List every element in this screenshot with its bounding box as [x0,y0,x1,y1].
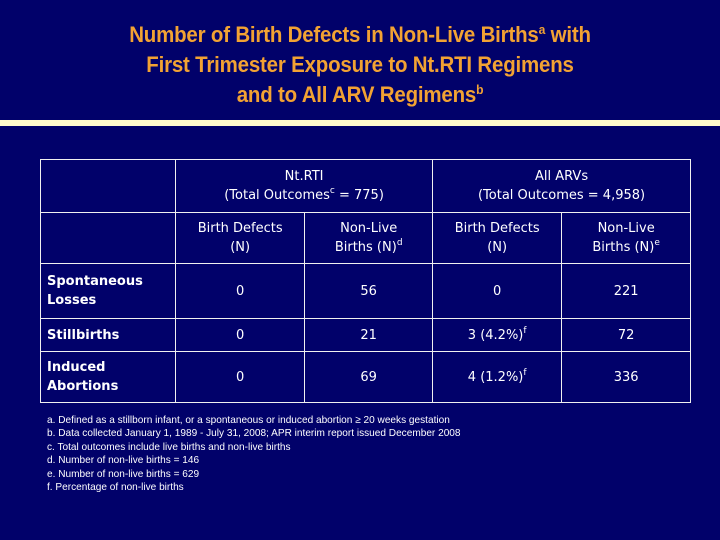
table-cell: 0 [175,318,306,352]
footnote-c: c. Total outcomes include live births an… [47,440,291,453]
footnote-marker-b: b [476,82,484,97]
table-cell: 0 [175,351,306,403]
group-header-ntrti: Nt.RTI (Total Outcomesc = 775) [175,159,434,213]
footnote-b: b. Data collected January 1, 1989 - July… [47,427,461,440]
table-cell: 4 (1.2%)f [432,351,563,403]
footnote-marker-a: a [538,22,546,37]
birth-defects-table: Nt.RTI (Total Outcomesc = 775) All ARVs … [39,159,691,403]
table-cell: 72 [561,318,691,352]
group-header-all-arvs: All ARVs (Total Outcomes = 4,958) [432,159,691,213]
row-label: Stillbirths [39,318,177,352]
empty-header-cell [39,212,177,264]
column-header: Non-Live Births (N)e [561,212,691,264]
table-cell: 21 [304,318,434,352]
row-label: Spontaneous Losses [39,263,177,319]
title-line-3: and to All ARV Regimensb [236,82,484,107]
table-cell: 221 [561,263,691,319]
slide-title: Number of Birth Defects in Non-Live Birt… [25,20,695,110]
footnotes: a. Defined as a stillborn infant, or a s… [47,414,461,494]
table-cell: 0 [175,263,306,319]
table-row: Spontaneous Losses 0 56 0 221 [39,263,691,319]
table-cell: 69 [304,351,434,403]
table-row: Induced Abortions 0 69 4 (1.2%)f 336 [39,351,691,403]
footnote-a: a. Defined as a stillborn infant, or a s… [47,414,450,426]
group-header-row: Nt.RTI (Total Outcomesc = 775) All ARVs … [39,159,691,213]
footnote-e: e. Number of non-live births = 629 [47,467,200,480]
table-cell: 336 [561,351,691,403]
column-header: Birth Defects (N) [175,212,306,264]
title-line-1: Number of Birth Defects in Non-Live Birt… [129,22,591,47]
footnote-f: f. Percentage of non-live births [47,481,184,494]
table-cell: 0 [432,263,563,319]
table-cell: 56 [304,263,434,319]
row-label: Induced Abortions [39,351,177,403]
table-cell: 3 (4.2%)f [432,318,563,352]
title-line-2: First Trimester Exposure to Nt.RTI Regim… [146,52,574,77]
column-header: Birth Defects (N) [432,212,563,264]
column-header: Non-Live Births (N)d [304,212,434,264]
empty-corner-cell [39,159,177,213]
title-divider [0,120,720,126]
footnote-d: d. Number of non-live births = 146 [47,454,200,467]
table-row: Stillbirths 0 21 3 (4.2%)f 72 [39,318,691,352]
column-header-row: Birth Defects (N) Non-Live Births (N)d B… [39,212,691,264]
